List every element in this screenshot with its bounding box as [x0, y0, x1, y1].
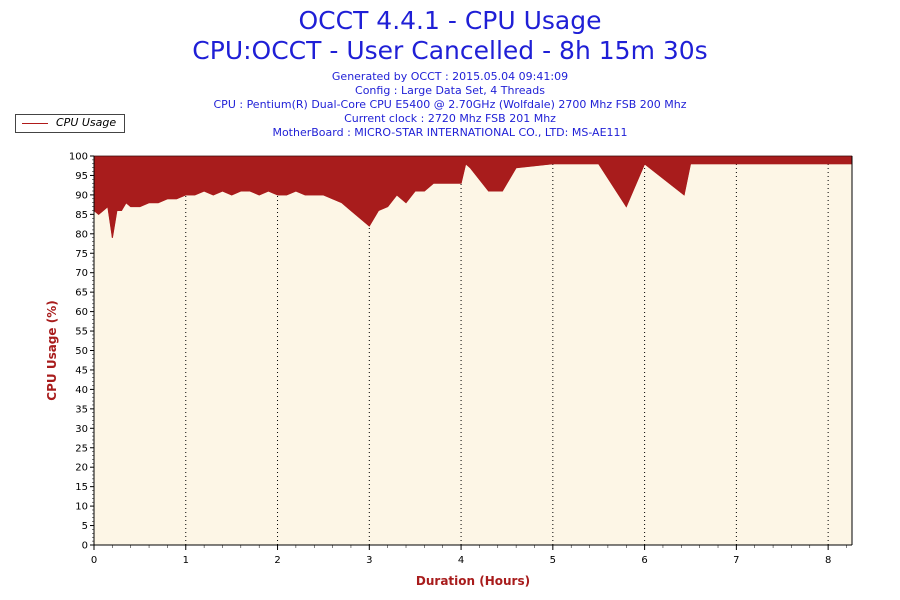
x-tick-label-1: 1	[183, 555, 189, 566]
y-tick-label-90: 90	[75, 190, 88, 201]
y-tick-label-15: 15	[75, 482, 88, 493]
chart-legend: CPU Usage	[15, 114, 125, 133]
chart-title: OCCT 4.4.1 - CPU Usage	[298, 6, 602, 35]
y-axis-ticks: 0 5 10 15 20 25 30 35 40 45 50 55 60 65 70 75 80 85 90 95 10…	[69, 152, 94, 552]
y-tick-label-45: 45	[75, 365, 88, 376]
y-tick-label-60: 60	[75, 307, 88, 318]
chart-subtitle: CPU:OCCT - User Cancelled - 8h 15m 30s	[192, 36, 708, 65]
info-cpu: CPU : Pentium(R) Dual-Core CPU E5400 @ 2…	[213, 98, 687, 111]
legend-label: CPU Usage	[56, 116, 117, 129]
x-tick-label-0: 0	[91, 555, 97, 566]
y-tick-label-5: 5	[82, 521, 88, 532]
info-generated: Generated by OCCT : 2015.05.04 09:41:09	[331, 70, 569, 83]
series-cpu-usage	[93, 155, 853, 238]
y-tick-label-100: 100	[69, 152, 88, 163]
grid-lines	[185, 156, 829, 545]
y-tick-label-70: 70	[75, 268, 88, 279]
y-tick-label-80: 80	[75, 229, 88, 240]
x-tick-label-6: 6	[641, 555, 647, 566]
y-tick-label-85: 85	[75, 210, 88, 221]
y-tick-label-25: 25	[75, 443, 88, 454]
x-tick-label-2: 2	[274, 555, 280, 566]
y-axis-label: CPU Usage (%)	[45, 300, 59, 400]
x-tick-label-3: 3	[366, 555, 372, 566]
y-tick-label-65: 65	[75, 288, 88, 299]
plot-background	[94, 156, 852, 545]
info-motherboard: MotherBoard : MICRO-STAR INTERNATIONAL C…	[272, 126, 628, 139]
x-axis-label: Duration (Hours)	[416, 574, 530, 588]
y-tick-label-30: 30	[75, 424, 88, 435]
x-tick-label-5: 5	[550, 555, 556, 566]
y-tick-label-50: 50	[75, 346, 88, 357]
series-min-line	[93, 162, 852, 238]
y-tick-label-95: 95	[75, 171, 88, 182]
y-tick-label-55: 55	[75, 327, 88, 338]
x-tick-label-8: 8	[825, 555, 831, 566]
info-config: Config : Large Data Set, 4 Threads	[355, 84, 545, 97]
x-axis-ticks: 0 1 2 3 4 5 6 7 8	[91, 545, 847, 566]
y-tick-label-40: 40	[75, 385, 88, 396]
x-tick-label-4: 4	[458, 555, 464, 566]
y-tick-label-10: 10	[75, 502, 88, 513]
y-tick-label-20: 20	[75, 463, 88, 474]
x-tick-label-7: 7	[733, 555, 739, 566]
info-clock: Current clock : 2720 Mhz FSB 201 Mhz	[344, 112, 556, 125]
legend-swatch	[22, 123, 48, 124]
y-tick-label-75: 75	[75, 249, 88, 260]
axes	[90, 155, 853, 549]
y-tick-label-35: 35	[75, 404, 88, 415]
y-tick-label-0: 0	[82, 541, 88, 552]
